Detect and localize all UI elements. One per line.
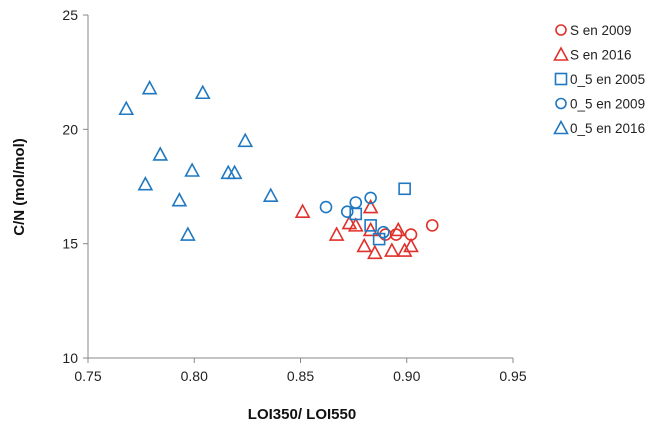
data-point [328,226,345,241]
data-point [377,225,390,239]
data-point [384,242,400,257]
data-point [294,203,311,218]
data-point [364,191,377,205]
legend-label: S en 2009 [570,23,632,38]
legend: S en 2009 S en 2016 0_5 en 2005 0_5 en 2009… [553,23,645,136]
legend-item: 0_5 en 2005 [554,72,645,87]
data-point [137,176,154,191]
legend-item: 0_5 en 2009 [555,97,645,112]
x-axis-title: LOI350/ LOI550 [248,406,356,423]
legend-marker [553,119,569,135]
legend-item: 0_5 en 2016 [553,119,645,136]
data-point [237,132,254,148]
x-axis-ticks: 0.75 0.80 0.85 0.90 0.95 [74,358,527,384]
data-point [194,84,211,100]
data-point [364,219,377,232]
data-point [396,242,413,257]
series-4 [319,191,390,239]
y-tick-label: 10 [62,350,78,366]
series-2 [294,198,419,260]
data-point [180,226,196,241]
x-tick-label: 0.95 [499,368,526,384]
data-point [118,100,135,116]
data-point [319,200,333,214]
data-point [425,219,439,232]
data-point [262,187,279,202]
legend-item: S en 2016 [553,46,632,63]
data-point [141,79,158,95]
x-tick-label: 0.75 [74,368,101,384]
data-point [372,232,386,246]
y-axis-title: C/N (mol/mol) [11,138,28,236]
series-3 [349,182,411,246]
axes [87,15,513,359]
x-tick-label: 0.80 [181,368,208,384]
data-point [152,146,169,161]
data-point [403,237,419,253]
data-point [340,205,354,218]
data-point [184,162,200,177]
y-tick-label: 15 [62,236,78,252]
data-point [349,196,363,209]
legend-item: S en 2009 [555,23,632,38]
y-tick-label: 25 [62,7,78,23]
legend-label: 0_5 en 2016 [570,121,645,136]
data-point [367,244,383,260]
y-axis-ticks: 10 15 20 25 [62,7,88,366]
data-point [356,237,373,253]
legend-marker [554,72,568,86]
legend-marker [555,24,567,36]
legend-label: S en 2016 [570,48,632,63]
data-point [341,214,358,230]
x-tick-label: 0.85 [287,368,314,384]
y-tick-label: 20 [62,121,78,137]
data-point [347,217,364,232]
legend-marker [553,46,569,61]
series-5 [118,79,279,241]
data-point [398,182,411,196]
x-tick-label: 0.90 [393,368,420,384]
legend-marker [555,97,567,110]
legend-label: 0_5 en 2005 [570,72,645,87]
data-point [390,221,407,237]
data-point [226,164,243,180]
data-points [118,79,439,260]
data-point [171,192,188,207]
data-point [362,221,379,237]
data-point [362,198,379,214]
legend-label: 0_5 en 2009 [570,97,645,112]
